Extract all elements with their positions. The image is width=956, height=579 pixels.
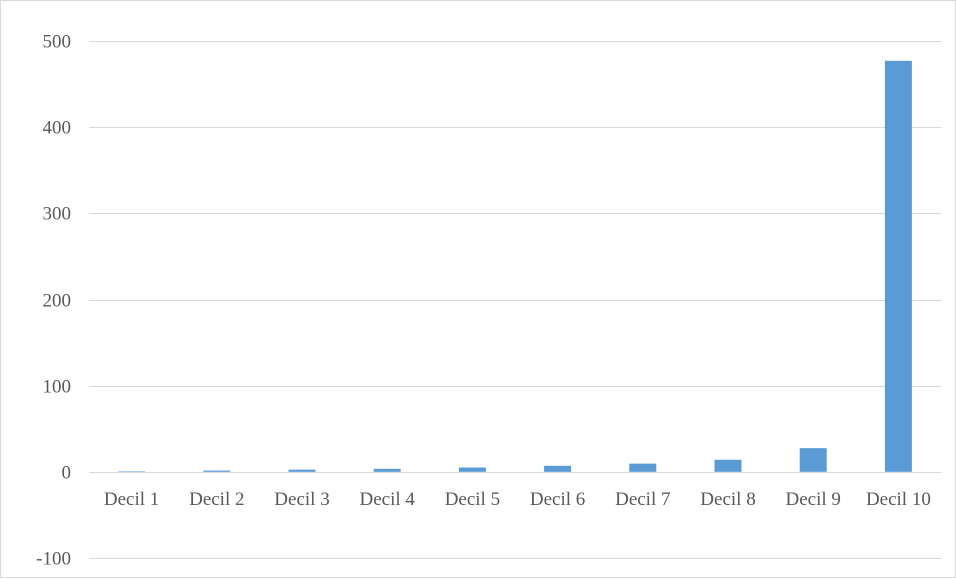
bar-decil-5	[458, 467, 486, 472]
x-category-label: Decil 2	[189, 489, 244, 510]
y-tick-label: 400	[43, 118, 72, 139]
x-category-label: Decil 5	[445, 489, 500, 510]
y-tick-label: 500	[43, 32, 72, 53]
bar-decil-4	[373, 468, 401, 472]
bar-decil-6	[544, 465, 572, 472]
bar-decil-8	[714, 459, 742, 472]
x-category-label: Decil 1	[104, 489, 159, 510]
gridlines	[89, 41, 941, 559]
bar-decil-1	[118, 471, 146, 472]
y-tick-label: 0	[62, 463, 72, 484]
x-category-label: Decil 9	[785, 489, 840, 510]
y-axis-tick-labels: -100 0 100 200 300 400 500	[36, 32, 71, 570]
bar-decil-3	[288, 469, 316, 472]
x-category-label: Decil 3	[274, 489, 329, 510]
y-tick-label: 300	[43, 204, 72, 225]
x-category-label: Decil 10	[866, 489, 931, 510]
bar-decil-9	[799, 448, 827, 472]
bar-decil-2	[203, 470, 231, 472]
x-category-label: Decil 7	[615, 489, 670, 510]
bar-decil-7	[629, 463, 657, 472]
y-tick-label: 100	[43, 377, 72, 398]
x-category-label: Decil 8	[700, 489, 755, 510]
x-category-label: Decil 6	[530, 489, 585, 510]
bars	[118, 60, 912, 472]
x-axis-category-labels: Decil 1 Decil 2 Decil 3 Decil 4 Decil 5 Decil…	[104, 489, 931, 510]
bar-decil-10	[884, 60, 912, 472]
x-category-label: Decil 4	[359, 489, 415, 510]
y-tick-label: -100	[36, 549, 71, 570]
y-tick-label: 200	[43, 291, 72, 312]
